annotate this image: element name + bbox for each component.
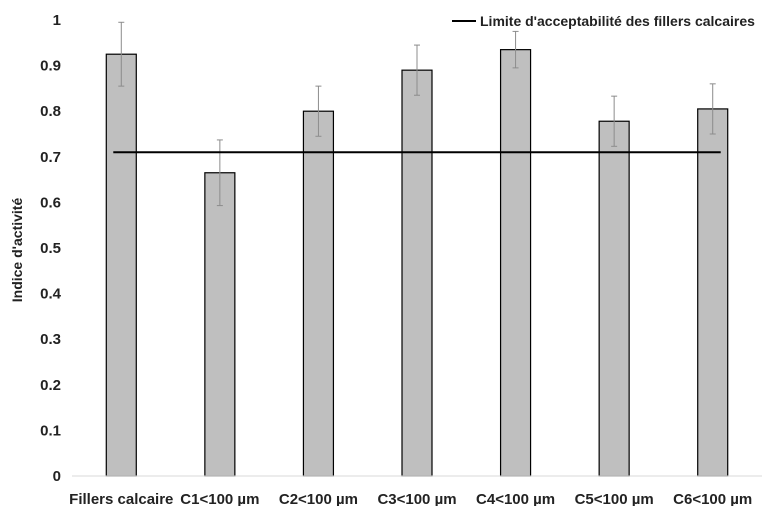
legend: Limite d'acceptabilité des fillers calca… [452, 13, 755, 29]
x-tick-label: C1<100 µm [180, 491, 259, 506]
bar [697, 108, 729, 477]
y-tick-label: 0.7 [40, 149, 61, 166]
error-bar [216, 139, 223, 207]
error-bar [709, 83, 716, 135]
error-bar [118, 21, 125, 87]
y-tick-label: 0.6 [40, 194, 61, 211]
x-tick-label: C6<100 µm [673, 491, 752, 506]
x-tick-label: C2<100 µm [279, 491, 358, 506]
error-bar [315, 85, 322, 137]
error-bars-group [118, 21, 716, 207]
y-tick-label: 0.9 [40, 58, 61, 75]
x-tick-label: Fillers calcaire [69, 491, 173, 506]
bars-group [105, 49, 729, 477]
y-tick-label: 0.2 [40, 377, 61, 394]
bar [105, 53, 137, 477]
x-tick-label: C3<100 µm [377, 491, 456, 506]
x-tick-label: C5<100 µm [575, 491, 654, 506]
x-tick-label: C4<100 µm [476, 491, 555, 506]
error-bar [611, 95, 618, 147]
y-tick-label: 0.1 [40, 422, 61, 439]
x-axis-labels: Fillers calcaire C1<100 µm C2<100 µm C3<100… [69, 491, 752, 506]
y-tick-label: 0 [53, 468, 61, 485]
y-axis-ticks: 0 0.1 0.2 0.3 0.4 0.5 0.6 0.7 0.8 0.9 1 [40, 12, 62, 485]
y-tick-label: 0.5 [40, 240, 61, 257]
y-tick-label: 0.4 [40, 286, 62, 303]
y-tick-label: 0.3 [40, 331, 61, 348]
legend-label: Limite d'acceptabilité des fillers calca… [480, 13, 755, 29]
y-axis-title: Indice d'activité [9, 198, 25, 303]
bar [598, 120, 630, 477]
bar [401, 69, 433, 477]
error-bar [512, 30, 519, 69]
bar [302, 110, 335, 477]
bar [204, 172, 236, 477]
y-tick-label: 0.8 [40, 103, 61, 120]
bar [499, 49, 532, 477]
y-tick-label: 1 [53, 12, 61, 29]
error-bar [414, 44, 420, 96]
